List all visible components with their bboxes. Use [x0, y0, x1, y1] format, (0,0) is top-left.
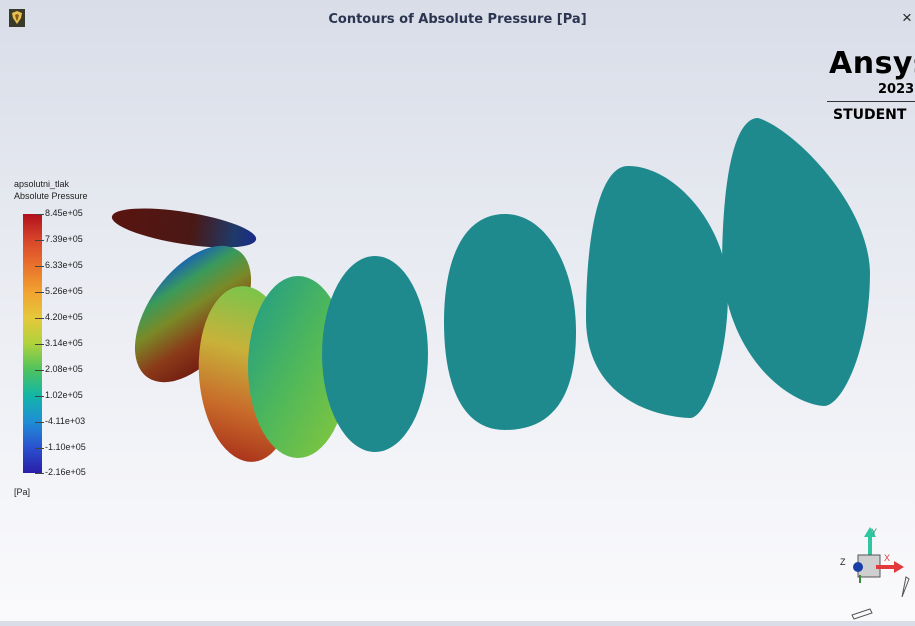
fluent-app-icon	[9, 9, 25, 27]
legend-tick	[35, 292, 44, 293]
contour-surface-6	[444, 214, 576, 430]
legend-tick-label: -1.10e+05	[45, 442, 86, 452]
legend-tick	[35, 448, 44, 449]
ansys-logo: Ansys 2023 R STUDENT	[827, 46, 915, 156]
axis-triad-icon[interactable]: Y X Z	[832, 525, 910, 621]
legend-quantity: Absolute Pressure	[14, 191, 88, 201]
legend-tick-label: 7.39e+05	[45, 234, 83, 244]
legend-variable-name: apsolutni_tlak	[14, 179, 70, 189]
contour-surface-7	[586, 166, 728, 418]
legend-tick	[35, 396, 44, 397]
plot-title: Contours of Absolute Pressure [Pa]	[328, 12, 587, 27]
legend-tick-label: 2.08e+05	[45, 364, 83, 374]
contour-surface-8	[722, 118, 870, 406]
legend-unit: [Pa]	[14, 487, 31, 497]
legend-tick	[35, 318, 44, 319]
contour-surface-4	[248, 276, 348, 458]
legend-tick	[35, 240, 44, 241]
legend-tick	[35, 344, 44, 345]
svg-text:Y: Y	[871, 527, 877, 537]
brand-name: Ansys	[829, 46, 915, 81]
contour-surface-1	[111, 208, 257, 248]
color-scale-bar	[23, 214, 42, 473]
legend-tick	[35, 422, 44, 423]
legend-tick-label: 5.26e+05	[45, 286, 83, 296]
svg-text:Z: Z	[840, 557, 846, 567]
legend-tick-label: -2.16e+05	[45, 467, 86, 477]
legend-tick-label: 3.14e+05	[45, 338, 83, 348]
brand-edition: STUDENT	[833, 107, 907, 123]
legend-tick	[35, 266, 44, 267]
svg-text:X: X	[884, 553, 890, 563]
legend-tick	[35, 370, 44, 371]
legend-tick-label: 8.45e+05	[45, 208, 83, 218]
legend-tick	[35, 473, 44, 474]
legend-tick-label: 4.20e+05	[45, 312, 83, 322]
contour-surface-5	[322, 256, 428, 452]
close-button[interactable]: ×	[902, 8, 912, 27]
legend-tick-label: 6.33e+05	[45, 260, 83, 270]
brand-divider	[827, 101, 915, 102]
brand-version: 2023 R	[878, 82, 915, 97]
legend-tick-label: 1.02e+05	[45, 390, 83, 400]
legend-tick	[35, 214, 44, 215]
legend-tick-label: -4.11e+03	[45, 416, 86, 426]
